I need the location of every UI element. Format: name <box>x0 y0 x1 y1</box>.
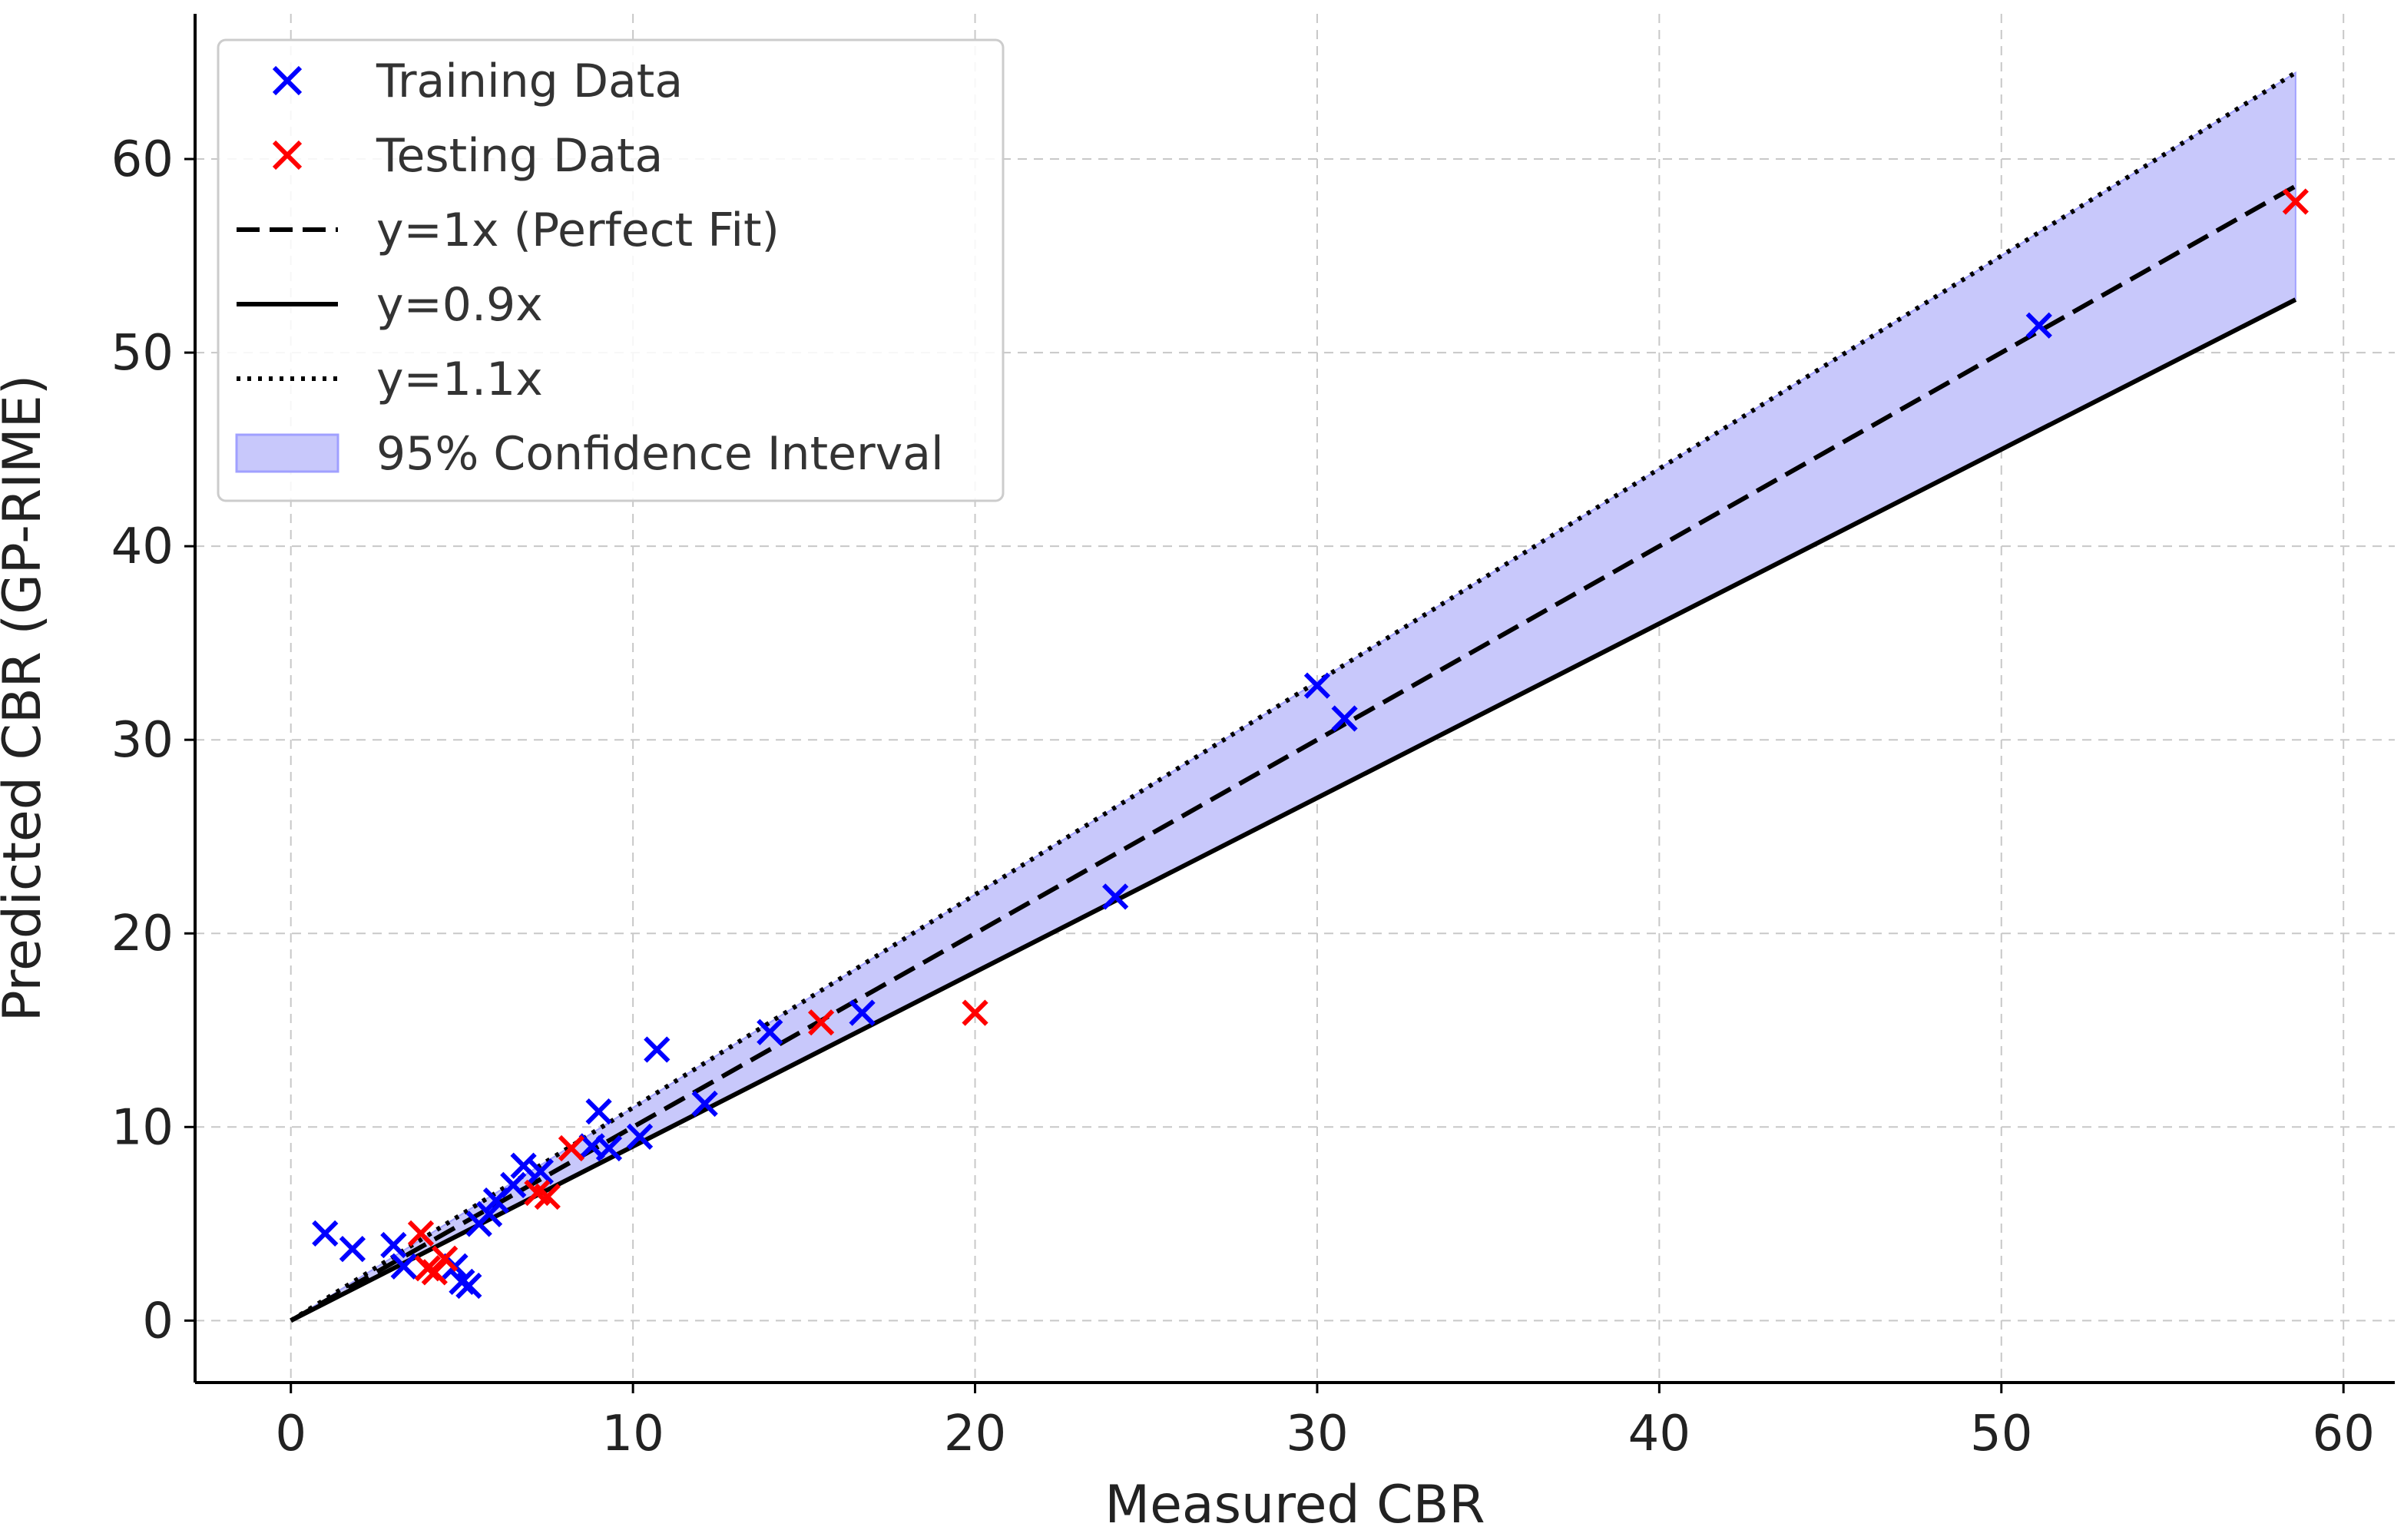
training-point-2 <box>380 1231 407 1259</box>
x-axis-title: Measured CBR <box>1104 1475 1485 1535</box>
reference-lines-layer <box>290 71 2297 1323</box>
axes <box>184 14 2395 1393</box>
training-point-6 <box>455 1272 482 1300</box>
training-point-15 <box>595 1134 623 1162</box>
legend-label-y-1-1x: y=1.1x <box>376 353 543 406</box>
y-tick-label-50: 50 <box>111 325 174 382</box>
testing-point-5 <box>534 1183 561 1210</box>
testing-point-3 <box>432 1245 459 1272</box>
training-point-18 <box>691 1090 718 1118</box>
legend-marker-training-data <box>272 65 303 96</box>
data-points-layer <box>312 188 2309 1300</box>
training-point-24 <box>2025 312 2052 339</box>
y-axis-title: Predicted CBR (GP-RIME) <box>0 375 53 1022</box>
training-point-22 <box>1303 672 1331 699</box>
legend-marker-testing-data <box>272 140 303 171</box>
x-tick-label-20: 20 <box>944 1406 1006 1462</box>
testing-point-0 <box>407 1220 435 1247</box>
x-tick-label-40: 40 <box>1628 1406 1690 1462</box>
legend-box <box>217 38 1005 502</box>
training-point-11 <box>510 1152 537 1179</box>
legend-label-95-confidence-interval: 95% Confidence Interval <box>376 427 944 481</box>
x-tick-label-10: 10 <box>601 1406 664 1462</box>
x-tick-label-60: 60 <box>2312 1406 2374 1462</box>
testing-point-6 <box>558 1134 585 1162</box>
training-point-16 <box>626 1123 654 1151</box>
training-point-17 <box>644 1036 671 1063</box>
x-tick-label-0: 0 <box>275 1406 306 1462</box>
training-point-14 <box>585 1098 612 1125</box>
reference-line-1.1 <box>290 71 2297 1323</box>
legend-marker-95-confidence-interval <box>235 433 339 473</box>
legend-label-testing-data: Testing Data <box>376 129 663 183</box>
training-point-10 <box>500 1171 527 1199</box>
reference-line-0.9 <box>290 297 2297 1323</box>
y-tick-label-20: 20 <box>111 906 174 962</box>
testing-point-2 <box>421 1259 448 1286</box>
training-point-21 <box>1102 883 1129 910</box>
legend: Training Data Testing Data y=1x (Perfect F… <box>217 38 1005 502</box>
training-point-1 <box>339 1235 366 1263</box>
y-tick-label-60: 60 <box>111 131 174 188</box>
training-point-0 <box>312 1220 339 1247</box>
y-tick-label-40: 40 <box>111 518 174 575</box>
training-point-3 <box>390 1253 417 1280</box>
legend-items: Training Data Testing Data y=1x (Perfect F… <box>235 55 944 481</box>
x-tick-label-30: 30 <box>1286 1406 1348 1462</box>
legend-label-y-1x-perfect-fit: y=1x (Perfect Fit) <box>376 204 780 257</box>
x-tick-label-50: 50 <box>1970 1406 2032 1462</box>
tick-labels: 0 10 20 30 40 50 60 0 10 20 30 40 50 60 <box>111 131 2375 1462</box>
training-point-8 <box>475 1201 503 1227</box>
training-point-19 <box>757 1018 783 1045</box>
y-tick-label-0: 0 <box>142 1293 174 1350</box>
legend-label-training-data: Training Data <box>376 55 683 108</box>
training-point-20 <box>849 999 876 1026</box>
training-point-12 <box>527 1158 554 1185</box>
testing-point-7 <box>807 1009 835 1036</box>
reference-line-1 <box>290 184 2297 1323</box>
training-point-23 <box>1331 705 1358 732</box>
testing-point-9 <box>2282 188 2309 215</box>
y-tick-label-30: 30 <box>111 712 174 769</box>
y-tick-label-10: 10 <box>111 1099 174 1156</box>
testing-point-8 <box>962 999 988 1026</box>
legend-label-y-0-9x: y=0.9x <box>376 278 543 332</box>
